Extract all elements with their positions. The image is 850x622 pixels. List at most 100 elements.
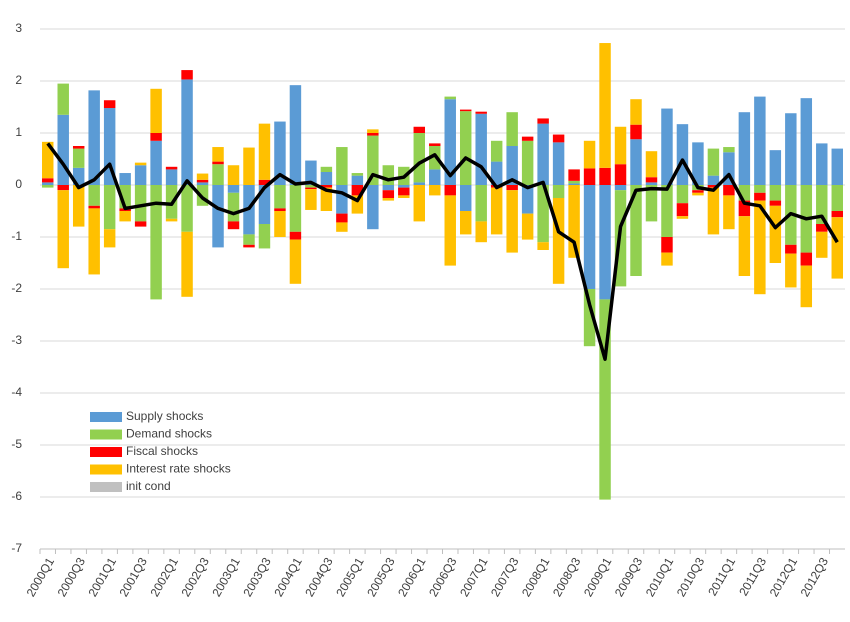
- y-tick-label: -5: [11, 437, 22, 451]
- bar-segment: [57, 83, 69, 115]
- bar-segment: [506, 190, 518, 253]
- bar-segment: [103, 229, 116, 248]
- legend-swatch: [90, 482, 122, 492]
- bar-segment: [351, 173, 364, 176]
- bar-segment: [88, 208, 100, 275]
- bar-segment: [367, 129, 379, 133]
- x-tick-label: 2000Q1: [24, 555, 58, 599]
- bar-segment: [103, 100, 116, 109]
- bar-segment: [676, 124, 689, 185]
- bar-segment: [103, 108, 116, 185]
- bar-segment: [800, 98, 813, 185]
- bar-segment: [150, 140, 162, 185]
- bar-segment: [72, 146, 85, 149]
- bar-segment: [351, 175, 364, 185]
- bar-segment: [723, 195, 735, 230]
- legend-swatch: [90, 464, 122, 475]
- bar-segment: [398, 187, 410, 196]
- bar-segment: [42, 185, 54, 188]
- bar-segment: [305, 185, 317, 188]
- bar-segment: [475, 113, 487, 185]
- bar-segment: [212, 185, 224, 248]
- bar-segment: [614, 126, 627, 165]
- bar-segment: [119, 211, 131, 222]
- x-tick-label: 2010Q1: [643, 555, 677, 599]
- x-tick-label: 2012Q1: [767, 555, 801, 599]
- bar-segment: [72, 167, 85, 185]
- bar-segment: [289, 185, 302, 232]
- x-tick-label: 2011Q1: [705, 555, 738, 598]
- bar-segment: [181, 231, 193, 297]
- bar-segment: [212, 161, 224, 165]
- bar-segment: [196, 179, 209, 183]
- bar-segment: [738, 112, 751, 185]
- y-tick-label: -7: [11, 541, 22, 555]
- bar-segment: [785, 253, 797, 288]
- x-tick-label: 2005Q3: [364, 555, 398, 599]
- bar-segment: [661, 252, 673, 266]
- bar-segment: [444, 99, 456, 185]
- bar-segment: [831, 185, 843, 211]
- bar-segment: [707, 185, 720, 188]
- bar-segment: [645, 182, 658, 185]
- bar-segment: [42, 178, 54, 183]
- legend-label: Fiscal shocks: [126, 444, 198, 458]
- bar-segment: [490, 187, 503, 235]
- bar-segment: [537, 123, 549, 185]
- bar-segment: [196, 173, 209, 180]
- bar-segment: [150, 185, 162, 300]
- bar-segment: [475, 185, 487, 222]
- bar-segment: [723, 152, 735, 185]
- bar-segment: [738, 200, 751, 217]
- x-tick-label: 2002Q1: [147, 555, 181, 599]
- bar-segment: [382, 165, 395, 185]
- bar-segment: [537, 118, 549, 124]
- bar-segment: [165, 169, 178, 185]
- bar-segment: [816, 224, 828, 232]
- bar-segment: [738, 185, 751, 201]
- bar-segment: [413, 182, 426, 185]
- bar-segment: [599, 299, 611, 500]
- bar-segment: [367, 133, 379, 136]
- bar-segment: [692, 142, 704, 185]
- bar-segment: [57, 114, 69, 185]
- bar-segment: [630, 185, 642, 276]
- bar-segment: [630, 99, 642, 125]
- y-tick-label: 1: [15, 125, 22, 139]
- bar-segment: [816, 185, 828, 224]
- bar-segment: [274, 208, 286, 211]
- legend-label: init cond: [126, 479, 171, 493]
- bar-segment: [134, 221, 147, 227]
- bar-segment: [212, 164, 224, 185]
- bar-segment: [537, 242, 549, 250]
- bar-segment: [754, 200, 766, 295]
- bar-segment: [459, 109, 472, 112]
- bar-segment: [413, 126, 426, 133]
- bar-segment: [692, 192, 704, 196]
- bar-segment: [707, 148, 720, 176]
- bar-segment: [568, 185, 580, 258]
- bar-segment: [568, 183, 580, 185]
- y-tick-label: 0: [15, 177, 22, 191]
- bar-segment: [382, 198, 395, 201]
- bar-segment: [599, 185, 611, 300]
- x-tick-label: 2002Q3: [178, 555, 212, 599]
- bar-segment: [119, 173, 131, 185]
- bar-segment: [398, 185, 410, 188]
- bar-segment: [490, 161, 503, 185]
- bar-segment: [88, 185, 100, 206]
- bar-segment: [676, 216, 689, 219]
- bar-segment: [72, 185, 85, 227]
- bar-segment: [413, 185, 426, 222]
- bar-segment: [196, 182, 209, 185]
- bar-segment: [181, 70, 193, 80]
- bar-segment: [88, 205, 100, 209]
- bar-segment: [506, 146, 518, 185]
- x-tick-label: 2000Q3: [55, 555, 89, 599]
- bar-segment: [305, 187, 317, 190]
- bar-segment: [274, 185, 286, 209]
- y-tick-label: -4: [11, 385, 22, 399]
- bar-segment: [583, 140, 596, 169]
- bar-segment: [521, 136, 534, 141]
- bar-segment: [243, 147, 255, 185]
